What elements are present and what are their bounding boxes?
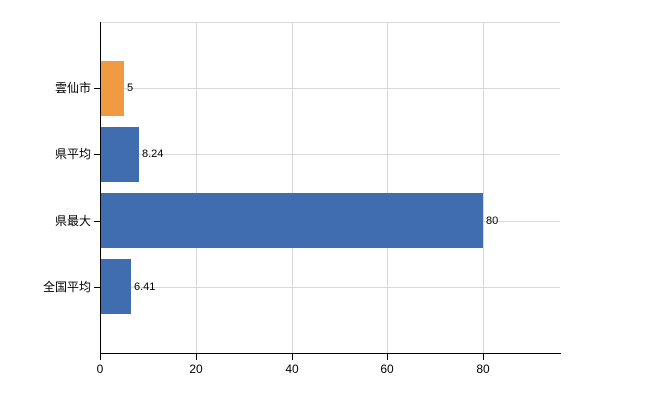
category-label-1: 雲仙市 [54,81,91,95]
bar-value-label: 6.41 [134,281,156,293]
x-tick-mark [100,354,101,360]
category-label-4: 全国平均 [42,280,91,294]
bar-4[interactable] [101,259,131,314]
x-tick-label: 40 [285,362,299,376]
x-tick-mark [292,354,293,360]
x-axis-line [100,353,561,354]
bar-value-label: 5 [127,82,134,94]
category-label-2: 県平均 [54,147,91,161]
y-tick-mark [94,88,100,89]
horizontal-gridline [100,154,560,155]
bar-2[interactable] [101,127,139,182]
y-tick-mark [94,221,100,222]
horizontal-gridline [100,287,560,288]
bar-value-label: 8.24 [142,148,164,160]
x-tick-label: 0 [96,362,104,376]
x-tick-mark [483,354,484,360]
vertical-gridline [196,22,197,353]
x-tick-label: 60 [380,362,394,376]
bar-1[interactable] [101,61,124,116]
bar-value-label: 80 [486,215,499,227]
x-tick-label: 80 [476,362,490,376]
plot-top-border [100,22,560,23]
y-tick-mark [94,287,100,288]
x-tick-mark [196,354,197,360]
vertical-gridline [292,22,293,353]
horizontal-gridline [100,88,560,89]
bar-3[interactable] [101,193,483,248]
y-tick-mark [94,154,100,155]
x-tick-label: 20 [189,362,203,376]
y-axis-line [100,22,101,354]
vertical-gridline [483,22,484,353]
category-label-3: 県最大 [54,214,91,228]
x-tick-mark [387,354,388,360]
vertical-gridline [387,22,388,353]
